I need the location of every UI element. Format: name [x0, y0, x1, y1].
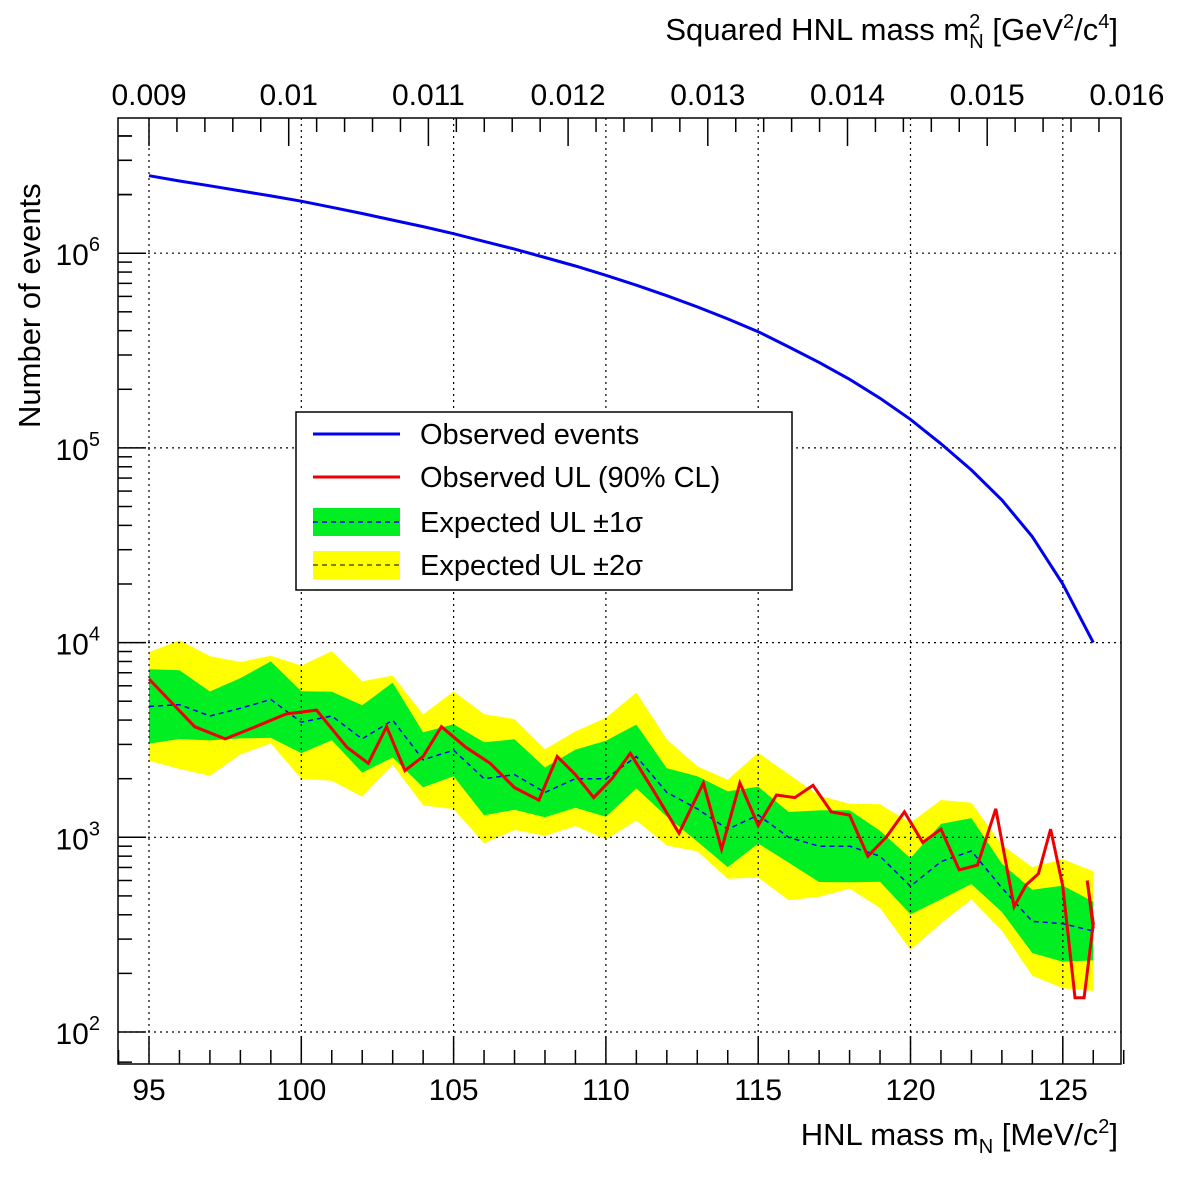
legend-label-observed-events: Observed events — [420, 419, 639, 451]
x-top-tick-label: 0.011 — [392, 79, 465, 112]
x-tick-label: 115 — [734, 1074, 782, 1107]
x-tick-label: 105 — [429, 1074, 479, 1107]
x-tick-label: 110 — [582, 1074, 630, 1107]
y-axis-title: Number of events — [12, 183, 47, 428]
data-lines — [147, 174, 1095, 1000]
x-top-axis-title: Squared HNL mass m2 N [GeV2/c4] — [665, 11, 1118, 53]
x-top-tick-label: 0.016 — [1089, 79, 1164, 112]
y-tick-label: 104 — [56, 624, 101, 662]
x-top-tick-label: 0.009 — [111, 79, 186, 112]
legend-label-observed-ul: Observed UL (90% CL) — [420, 462, 720, 494]
x-tick-label: 120 — [885, 1074, 935, 1107]
expected-1sigma-band — [149, 661, 1094, 962]
legend-label-1sigma: Expected UL ±1σ — [420, 507, 643, 539]
x-top-tick-label: 0.013 — [670, 79, 745, 112]
x-tick-label: 100 — [276, 1074, 326, 1107]
legend-label-2sigma: Expected UL ±2σ — [420, 550, 643, 582]
x-tick-label: 95 — [132, 1074, 165, 1107]
x-top-tick-label: 0.012 — [531, 79, 606, 112]
plot-frame — [117, 117, 1122, 1065]
observed-ul-line — [147, 677, 1095, 1000]
observed-events-line — [148, 174, 1095, 644]
y-tick-label: 103 — [56, 818, 101, 856]
x-top-tick-label: 0.014 — [810, 79, 885, 112]
y-tick-label: 106 — [56, 234, 101, 272]
x-top-tick-label: 0.01 — [260, 79, 318, 112]
y-tick-label: 105 — [56, 429, 101, 467]
x-axis-title: HNL mass mN [MeV/c2] — [801, 1116, 1118, 1158]
x-tick-label: 125 — [1038, 1074, 1088, 1107]
x-top-tick-label: 0.015 — [950, 79, 1025, 112]
tick-labels: 95 100 105 110 115 120 125 0.009 0.01 0.011 0.012 0… — [56, 79, 1165, 1107]
legend: Observed events Observed UL (90% CL) Exp… — [295, 411, 793, 591]
axis-ticks — [117, 118, 1125, 1064]
y-tick-label: 102 — [56, 1013, 101, 1051]
